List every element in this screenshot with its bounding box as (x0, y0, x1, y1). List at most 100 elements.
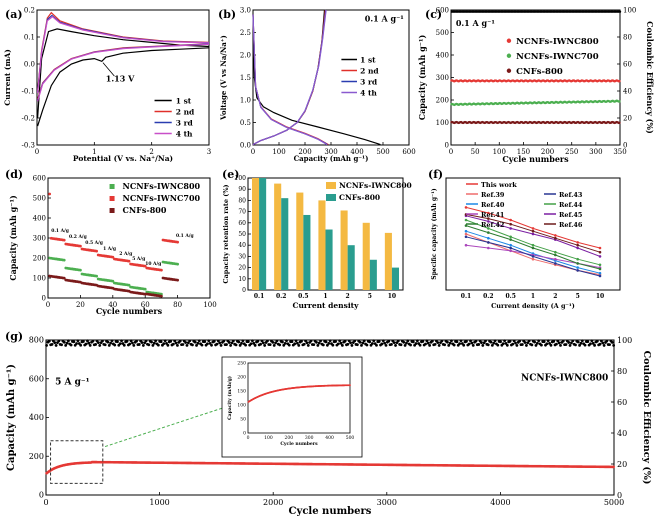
y-tick-label: 0.0 (24, 61, 35, 69)
x-axis-label: Current density (293, 301, 360, 310)
ref-point (576, 257, 579, 261)
rate-point (127, 283, 131, 287)
legend-label: 4 th (360, 89, 377, 98)
ce-point (452, 343, 456, 347)
ref-point (576, 243, 579, 247)
ce-point (231, 339, 235, 343)
x-tick-label: 0 (46, 301, 50, 309)
ce-point (499, 340, 502, 344)
inset-x-axis-label: Cycle numbers (280, 441, 318, 447)
ref-point (554, 257, 557, 261)
x-tick-label: 0 (449, 148, 453, 156)
x-tick-label: 0.2 (276, 293, 286, 300)
bar (362, 222, 370, 290)
ce-point (533, 340, 536, 344)
ce-point (390, 342, 393, 346)
ce-point (503, 339, 507, 343)
plot-frame (252, 9, 410, 146)
x-tick-label: 60 (141, 301, 150, 309)
ce-point (455, 340, 459, 344)
y-tick-label: 500 (436, 29, 449, 37)
y-axis-label: Capacity (mAh g⁻¹) (6, 364, 17, 471)
ce-point (141, 344, 145, 347)
bar (274, 183, 282, 290)
ref-point (509, 222, 512, 226)
bar (391, 267, 400, 290)
gcd-charge-2nd (252, 9, 326, 146)
ce-point (181, 343, 185, 346)
ce-point (394, 344, 397, 347)
legend-label: Ref.43 (559, 191, 583, 199)
ref-point (487, 231, 490, 234)
x-tick-label: 600 (402, 148, 415, 156)
ce-point (496, 343, 500, 347)
ce-point (525, 344, 528, 347)
x-tick-label: 300 (324, 148, 337, 156)
ce-point (514, 341, 517, 345)
ce-point (271, 340, 275, 344)
ce-point (612, 344, 616, 347)
panel-label: (f) (428, 168, 443, 181)
ce-point (47, 339, 51, 343)
y-tick-label: 0 (445, 142, 449, 150)
legend-label: NCNFs-IWNC700 (516, 52, 599, 62)
ce-point (387, 339, 391, 343)
capacity-point (612, 465, 615, 469)
panel-g: 0 1000 2000 3000 4000 50000200400600800020406… (6, 336, 652, 518)
rate-point (62, 276, 66, 280)
x-tick-label: 350 (613, 148, 626, 156)
legend-label: Ref.44 (559, 201, 583, 209)
ce-point (290, 340, 294, 343)
ce-point (237, 340, 241, 344)
ce-point (328, 339, 332, 343)
ce-point (128, 342, 132, 346)
ce-point (556, 339, 560, 343)
legend-label: 2 nd (176, 107, 195, 116)
inset-y-tick-label: 200 (237, 375, 246, 381)
y-tick-label: 100 (235, 175, 247, 182)
ce-point (188, 339, 192, 343)
inset-x-tick-label: 500 (346, 435, 355, 441)
ce-point (249, 342, 253, 346)
ce-point (272, 344, 276, 347)
ce-point (406, 339, 410, 343)
x-tick-label: 40 (108, 301, 117, 309)
legend-swatch (506, 38, 512, 43)
y-tick-label: 1.0 (240, 97, 251, 105)
x-tick-label: 500 (376, 148, 389, 156)
ce-point (316, 344, 320, 347)
rate-annotation: 0.1 A g⁻¹ (456, 18, 495, 28)
ce-point (458, 342, 462, 346)
ref-line (465, 230, 601, 274)
ce-point (574, 343, 577, 347)
capacity-point (618, 100, 621, 103)
ce-point (428, 343, 432, 347)
inset-y-tick-label: 150 (237, 389, 246, 395)
rate-step-label: 1 A/g (103, 246, 117, 252)
ce-point (527, 339, 531, 343)
ce-point (294, 339, 298, 343)
ce-point (353, 339, 357, 343)
ce-point (399, 343, 403, 347)
ce-point (518, 339, 521, 343)
ce-point (103, 343, 107, 347)
ce-point (360, 343, 363, 347)
cv-cathodic-2nd (37, 43, 210, 100)
ce-point (147, 343, 151, 347)
ce-point (234, 343, 238, 347)
ce-point (274, 341, 277, 345)
ce-point (481, 344, 485, 347)
y2-tick-label: 60 (617, 398, 627, 407)
y-tick-label: 2.0 (240, 52, 251, 60)
ce-point (484, 339, 487, 343)
rate-point (48, 192, 52, 196)
panel-c: 0 50 100 150 200 250 300 3500100200300400500600… (417, 7, 655, 165)
x-tick-label: 0.5 (298, 293, 308, 300)
ce-point (540, 343, 543, 347)
y-axis-label: Capacity (mAh g⁻¹) (417, 35, 427, 121)
ce-point (166, 343, 170, 347)
ce-point (45, 343, 48, 347)
peak-annotation: 1.13 V (106, 74, 135, 84)
x-tick-label: 1 (92, 148, 96, 156)
ce-point (555, 342, 558, 346)
